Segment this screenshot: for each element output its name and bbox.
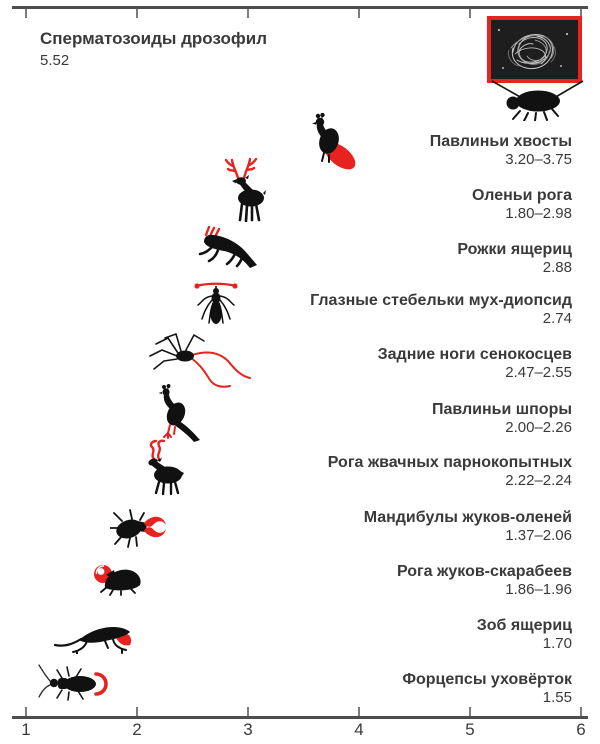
stalk-eyed-fly-icon — [194, 282, 238, 324]
top-axis-tick — [136, 9, 138, 18]
bottom-axis-tick — [136, 707, 138, 716]
axis-tick-label: 2 — [132, 720, 142, 739]
row-label-stag-beetle-mandibles: Мандибулы жуков-оленей 1.37–2.06 — [364, 508, 572, 545]
sperm-micrograph-inset — [487, 16, 582, 83]
stag-beetle-icon — [110, 509, 166, 548]
row-value: 2.22–2.24 — [505, 472, 572, 489]
harvestman-icon — [149, 333, 251, 388]
row-value: 1.80–2.98 — [505, 205, 572, 222]
row-label-ruminant-horns: Рога жвачных парнокопытных 2.22–2.24 — [328, 453, 572, 490]
earwig-forceps-icon — [38, 664, 108, 701]
chart-title-value: 5.52 — [40, 52, 70, 69]
row-name: Павлиньи шпоры — [431, 401, 572, 418]
row-label-lizard-horns: Рожки ящериц 2.88 — [457, 240, 572, 277]
row-value: 1.55 — [542, 689, 572, 706]
axis-tick-label: 4 — [354, 720, 364, 739]
row-value: 3.20–3.75 — [505, 151, 572, 168]
anole-dewlap-icon — [53, 627, 132, 654]
bottom-axis-tick — [247, 707, 249, 716]
row-name: Павлиньи хвосты — [429, 133, 572, 150]
peacock-tail-icon — [312, 113, 356, 170]
axis-tick-label: 6 — [576, 720, 586, 739]
bottom-axis-line — [12, 716, 588, 719]
row-label-harvestman-legs: Задние ноги сенокосцев 2.47–2.55 — [378, 345, 572, 382]
bottom-axis-tick — [25, 707, 27, 716]
row-name: Глазные стебельки мух-диопсид — [310, 292, 572, 309]
row-label-peacock-tails: Павлиньи хвосты 3.20–3.75 — [430, 132, 572, 169]
top-axis-line — [12, 6, 588, 9]
bottom-axis-tick — [469, 707, 471, 716]
row-value: 1.70 — [542, 635, 572, 652]
axis-tick-label: 3 — [243, 720, 253, 739]
row-value: 1.86–1.96 — [505, 581, 572, 598]
row-name: Рожки ящериц — [457, 241, 572, 258]
row-label-deer-antlers: Оленьи рога 1.80–2.98 — [472, 186, 572, 223]
row-value: 2.00–2.26 — [505, 419, 572, 436]
row-label-earwig-forceps: Форцепсы уховёрток 1.55 — [402, 670, 572, 707]
row-label-peacock-spurs: Павлиньи шпоры 2.00–2.26 — [432, 400, 572, 437]
row-value: 1.37–2.06 — [505, 527, 572, 544]
row-value: 2.88 — [542, 259, 572, 276]
drosophila-fly-icon — [506, 90, 560, 121]
top-axis-tick — [580, 9, 582, 18]
axis-tick-label: 5 — [465, 720, 475, 739]
row-name: Рога жуков-скарабеев — [396, 563, 572, 580]
ruminant-horns-icon — [148, 439, 184, 496]
row-label-scarab-horns: Рога жуков-скарабеев 1.86–1.96 — [397, 562, 572, 599]
axis-tick-label: 1 — [21, 720, 31, 739]
scarab-beetle-icon — [94, 565, 141, 596]
row-name: Мандибулы жуков-оленей — [363, 509, 572, 526]
row-label-lizard-dewlap: Зоб ящериц 1.70 — [477, 616, 572, 653]
peacock-spurs-icon — [158, 384, 200, 442]
horned-lizard-icon — [198, 226, 257, 268]
row-name: Зоб ящериц — [476, 617, 572, 634]
row-value: 2.74 — [542, 310, 572, 327]
chart-title-block: Сперматозоиды дрозофил 5.52 — [40, 28, 267, 70]
top-axis-tick — [358, 9, 360, 18]
row-name: Рога жвачных парнокопытных — [327, 454, 572, 471]
top-axis-tick — [469, 9, 471, 18]
top-axis-tick — [247, 9, 249, 18]
bottom-axis-tick — [580, 707, 582, 716]
row-name: Оленьи рога — [472, 187, 572, 204]
row-value: 2.47–2.55 — [505, 364, 572, 381]
deer-antlers-icon — [224, 157, 266, 222]
bottom-axis-tick — [358, 707, 360, 716]
row-name: Форцепсы уховёрток — [402, 671, 572, 688]
row-label-stalk-eyed-flies: Глазные стебельки мух-диопсид 2.74 — [310, 291, 572, 328]
top-axis-tick — [25, 9, 27, 18]
inset-connector-lines — [491, 80, 584, 99]
row-name: Задние ноги сенокосцев — [377, 346, 572, 363]
chart-title: Сперматозоиды дрозофил — [40, 29, 267, 48]
sperm-ball-icon — [491, 20, 578, 79]
